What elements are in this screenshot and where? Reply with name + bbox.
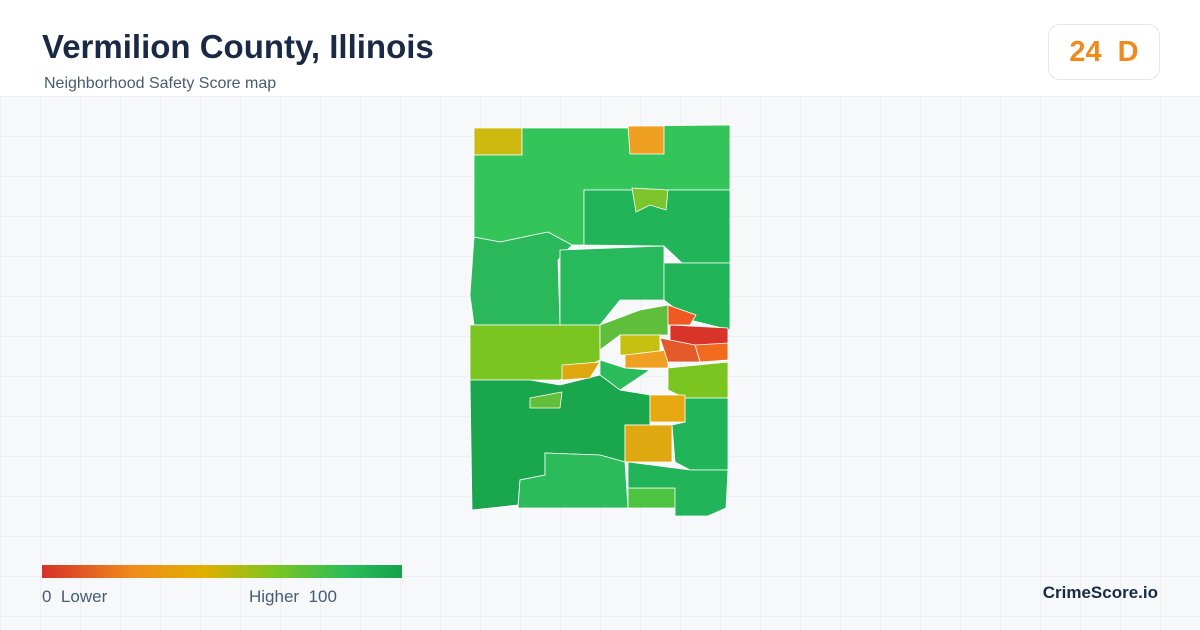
legend-min: 0 Lower [42,587,107,607]
legend-max: Higher 100 [249,587,337,607]
subtitle: Neighborhood Safety Score map [44,75,277,92]
legend-min-value: 0 [42,587,52,606]
score-value: 24 [1069,35,1102,68]
legend-max-value: 100 [308,587,337,606]
header-band [0,0,1200,96]
legend-gradient [42,565,402,578]
brand: CrimeScore.io [1042,583,1158,602]
county-map [469,124,731,517]
score-badge: 24 D [1048,24,1160,80]
score-grade: D [1117,35,1139,68]
title: Vermilion County, Illinois [42,28,434,65]
legend-min-label: Lower [60,587,108,606]
legend-max-label: Higher [249,587,300,606]
